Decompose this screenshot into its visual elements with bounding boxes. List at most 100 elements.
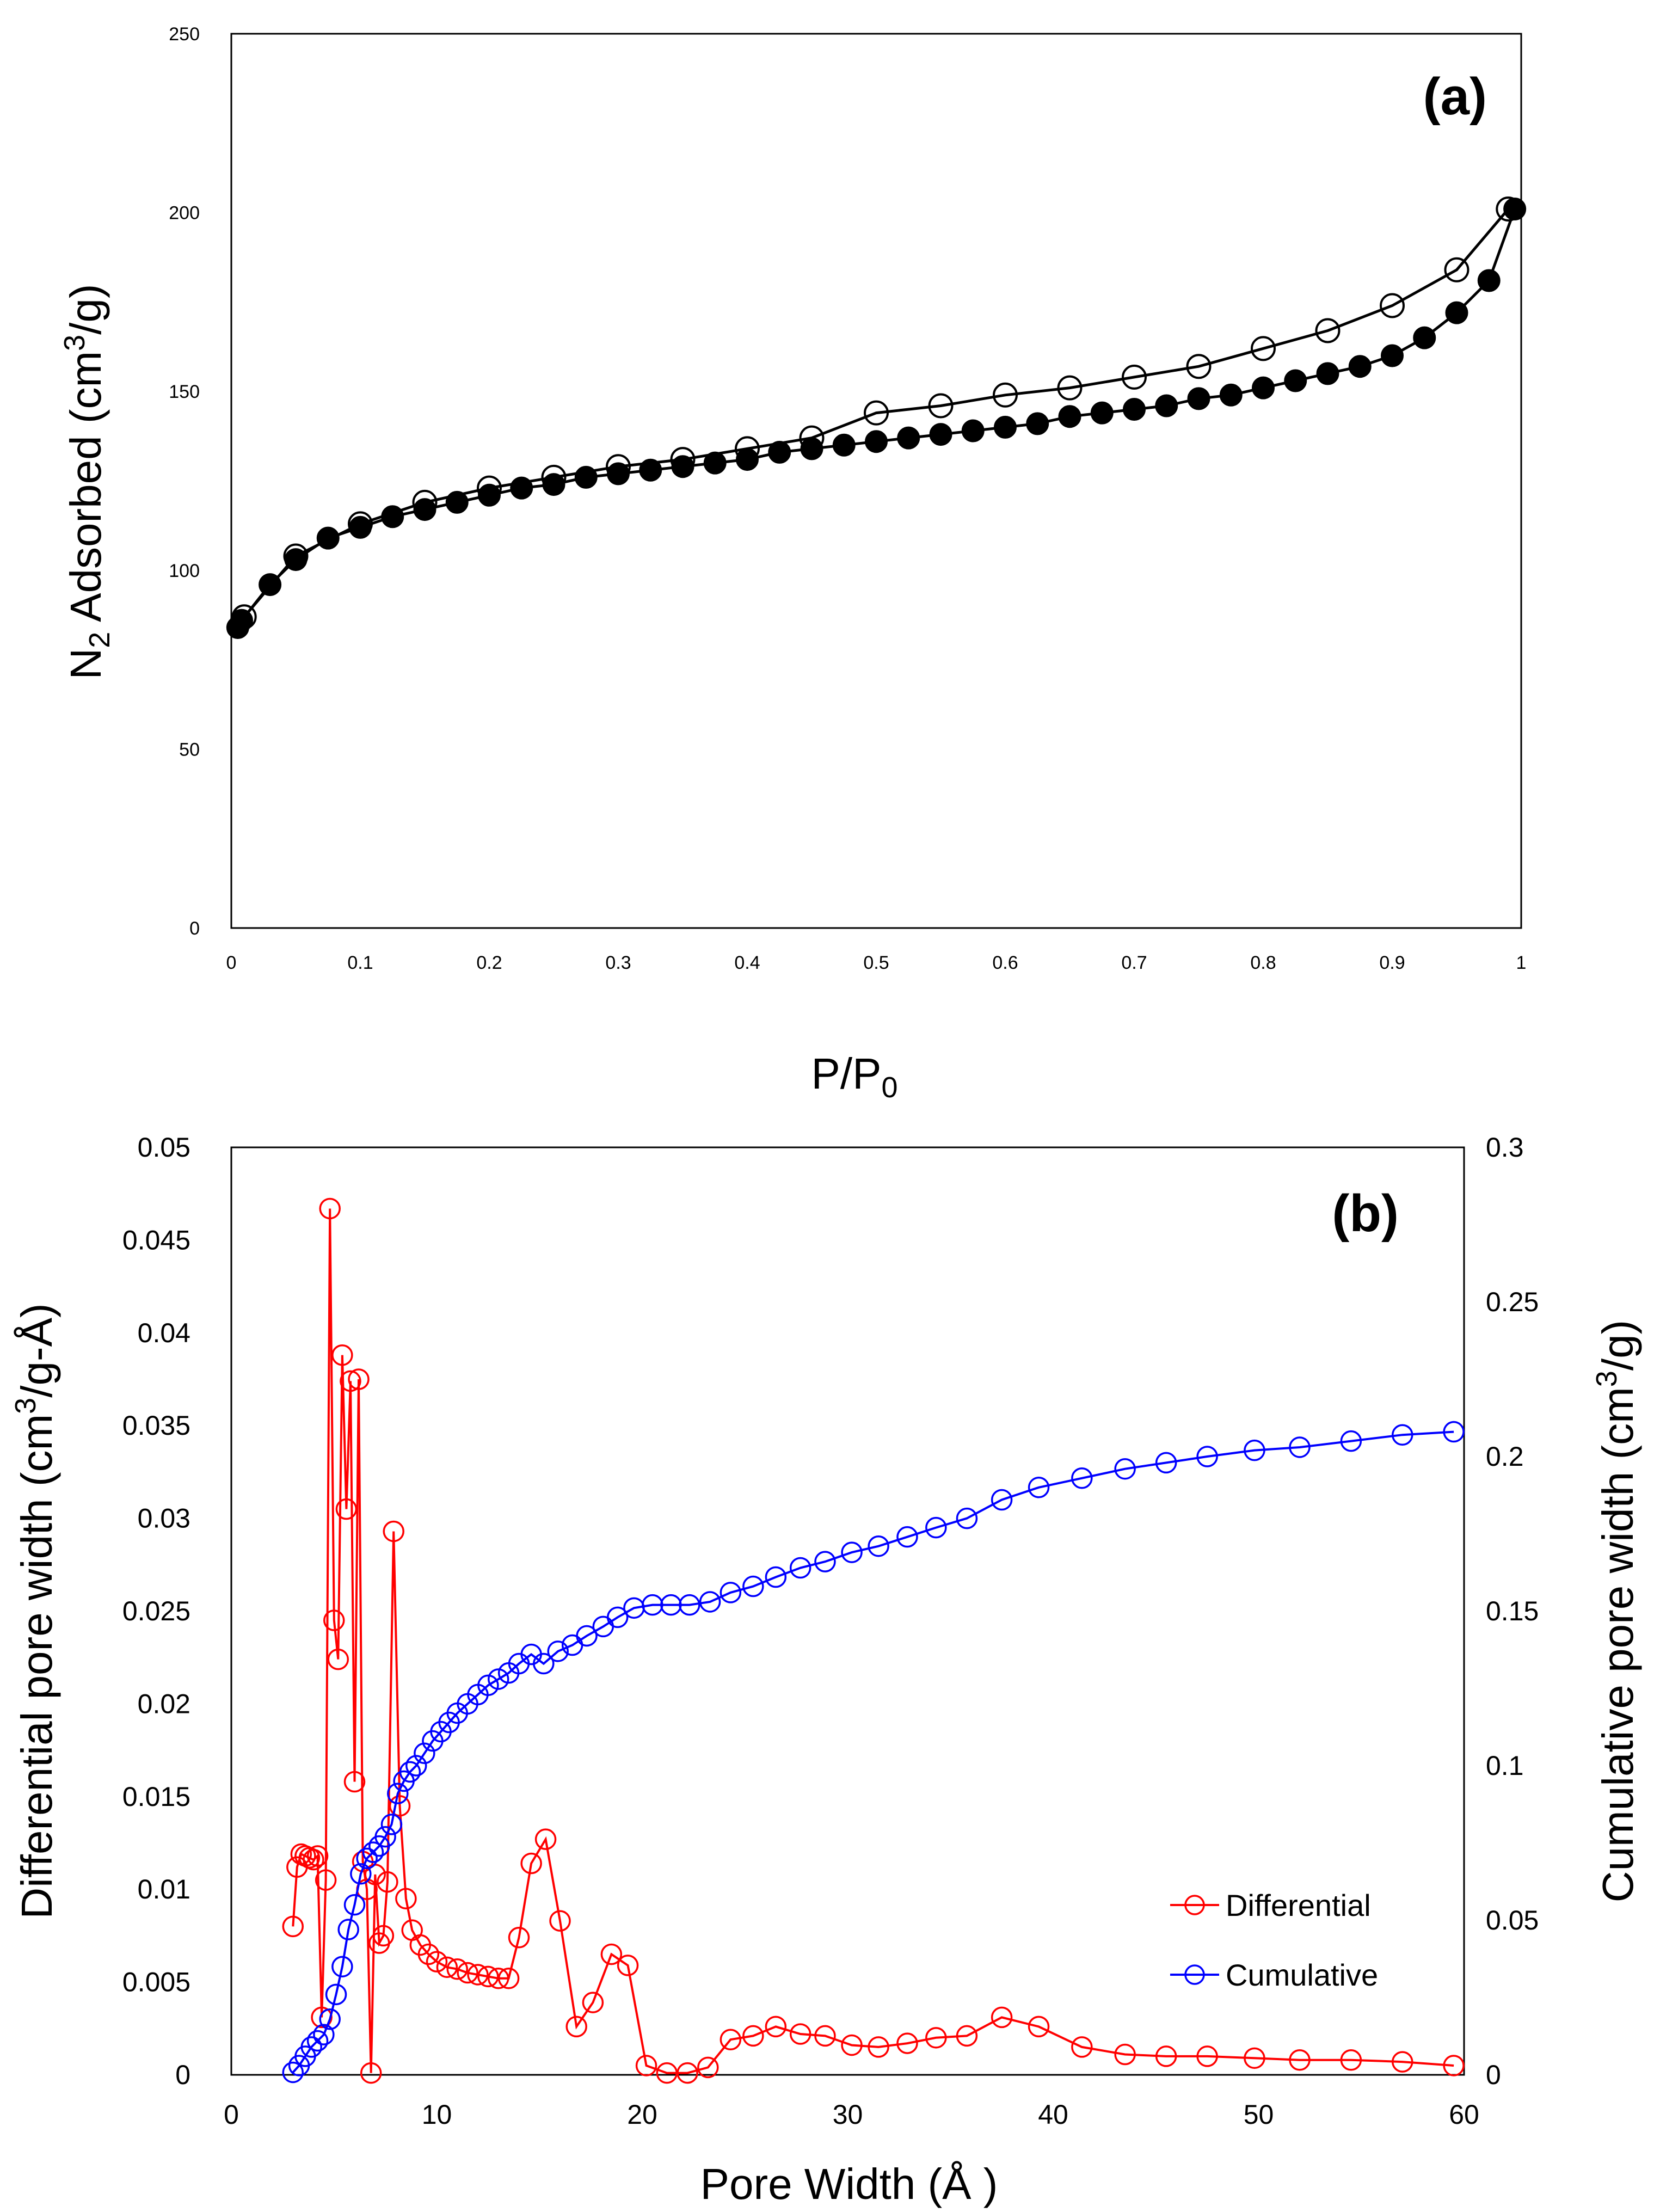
panel-b-cumulative-marker (306, 2030, 329, 2052)
panel-b-right-y-tick-label: 0.05 (1486, 1905, 1539, 1936)
panel-b-cumulative-marker (1443, 1421, 1465, 1443)
panel-a-open-marker (670, 447, 696, 472)
panel-b-differential-marker (372, 1925, 395, 1947)
panel-a-filled-marker (259, 573, 282, 597)
panel-b-cumulative-marker (956, 1507, 978, 1529)
panel-b-label: (b) (1332, 1184, 1399, 1243)
panel-a-filled-marker (1445, 301, 1468, 324)
panel-b-cumulative-marker (720, 1582, 742, 1603)
panel-a-open-marker (541, 464, 567, 490)
panel-b-x-tick-label: 50 (1244, 2099, 1274, 2130)
panel-a-filled-marker (1123, 398, 1146, 421)
panel-b-cumulative-marker (1244, 1439, 1265, 1461)
panel-b-cumulative-marker (350, 1863, 372, 1885)
panel-b-differential-marker (343, 1771, 366, 1793)
panel-b-left-y-axis-title-end: /g-Å) (13, 1303, 61, 1397)
panel-a-open-marker (1496, 196, 1521, 222)
panel-a-x-tick-label: 0.1 (347, 953, 373, 973)
panel-b-right-y-axis-title-superscript: 3 (1590, 1371, 1623, 1387)
panel-b-differential-marker (697, 2056, 719, 2079)
panel-a-filled-marker (1252, 376, 1275, 400)
panel-b-right-y-axis-title: Cumulative pore width (cm3/g) (1590, 1320, 1642, 1902)
panel-b-cumulative-marker (642, 1594, 663, 1616)
panel-b-cumulative-marker (896, 1526, 918, 1548)
panel-b-differential-marker (508, 1927, 530, 1949)
panel-b-differential-marker (549, 1910, 571, 1932)
panel-a-filled-marker (445, 490, 469, 514)
panel-b-differential-marker (742, 2025, 764, 2047)
panel-b-cumulative-marker (337, 1919, 359, 1940)
panel-b-cumulative-marker (477, 1674, 499, 1697)
panel-b-differential-marker (1028, 2016, 1050, 2038)
panel-b-differential-marker (282, 1915, 304, 1938)
panel-b-cumulative-marker (356, 1847, 378, 1870)
panel-a-y-axis-title-middle: Adsorbed (cm (62, 351, 110, 632)
panel-b-cumulative-marker (1289, 1436, 1311, 1458)
panel-a-filled-marker (542, 473, 565, 496)
panel-b-cumulative-marker (765, 1566, 787, 1588)
panel-b-x-tick-label: 40 (1038, 2099, 1068, 2130)
panel-b-plot-frame (230, 1146, 1465, 2076)
panel-a-filled-marker (1284, 369, 1307, 392)
panel-b-right-y-ticks: 0 0.05 0.1 0.15 0.2 0.25 0.3 (1486, 1132, 1539, 2090)
panel-a-filled-marker (510, 476, 533, 500)
panel-a-filled-marker (768, 440, 791, 464)
panel-a-filled-marker (897, 426, 920, 450)
panel-b-cumulative-marker (405, 1755, 427, 1777)
panel-a-y-axis-title-n: N (62, 648, 110, 680)
panel-b-left-y-axis-title: Differential pore width (cm3/g-Å) (9, 1303, 61, 1919)
panel-a-x-tick-label: 0.2 (476, 953, 502, 973)
panel-a-open-marker (1315, 318, 1341, 343)
panel-a-x-axis-title-subscript: 0 (881, 1071, 897, 1104)
panel-b-right-y-axis-title-main: Cumulative pore width (cm (1594, 1387, 1642, 1902)
panel-b-differential-marker (896, 2032, 918, 2054)
panel-a-filled-marker (1090, 401, 1114, 425)
panel-a-y-axis-title-superscript: 3 (58, 335, 91, 351)
panel-b-cumulative-marker (300, 2036, 322, 2058)
panel-a-filled-marker (316, 526, 340, 550)
panel-b-differential-marker (868, 2036, 889, 2058)
panel-a-filled-marker (671, 455, 694, 478)
panel-a-y-axis-title-end: /g) (62, 284, 110, 334)
panel-b-x-tick-label: 60 (1449, 2099, 1479, 2130)
panel-a-plot-frame (230, 33, 1522, 929)
panel-a-y-tick-label: 250 (169, 24, 200, 45)
panel-a-filled-marker (478, 483, 501, 507)
panel-b-right-y-tick-label: 0.15 (1486, 1596, 1539, 1626)
panel-a-filled-marker (1381, 344, 1404, 367)
panel-b-left-y-axis-title-main: Differential pore width (cm (13, 1414, 61, 1919)
panel-a-x-tick-label: 0.5 (863, 953, 889, 973)
panel-b-cumulative-marker (533, 1652, 555, 1675)
panel-b-cumulative-marker (679, 1594, 700, 1616)
panel-b-cumulative-marker (699, 1591, 721, 1613)
panel-b-differential-marker (1244, 2047, 1265, 2069)
panel-b-differential-marker (383, 1520, 404, 1543)
panel-b-differential-marker (991, 2006, 1013, 2029)
panel-a-y-tick-label: 150 (169, 382, 200, 402)
panel-b-cumulative-marker (1114, 1458, 1136, 1480)
panel-b-x-ticks: 0 10 20 30 40 50 60 (224, 2099, 1479, 2130)
panel-b-left-y-tick-label: 0.045 (122, 1225, 190, 1255)
legend-cumulative-marker (1184, 1964, 1205, 1985)
panel-a-filled-marker (1219, 383, 1243, 407)
panel-b-cumulative-marker (343, 1894, 366, 1916)
panel-a-filled-marker (1413, 326, 1436, 349)
panel-a-filled-marker (639, 458, 662, 482)
panel-b-differential-marker (1196, 2045, 1218, 2067)
panel-a-open-marker (412, 489, 438, 515)
panel-b-differential-marker (377, 1871, 398, 1893)
panel-b-cumulative-marker (547, 1640, 569, 1662)
panel-b-differential-marker (1289, 2049, 1311, 2071)
panel-a-y-tick-label: 100 (169, 561, 200, 581)
panel-a-open-marker (1444, 257, 1469, 282)
panel-a-filled-marker (994, 415, 1017, 439)
panel-b-differential-marker (467, 1964, 489, 1986)
panel-b-differential-marker (319, 1197, 341, 1220)
panel-a-open-marker (864, 400, 889, 426)
panel-a-chart: 0 0.1 0.2 0.3 0.4 0.5 0.6 0.7 0.8 0.9 1 0 50 100 150 2… (58, 24, 1526, 1104)
panel-b-cumulative-marker (380, 1814, 403, 1835)
panel-b-differential-marker (1071, 2036, 1093, 2058)
panel-a-filled-marker (1503, 198, 1527, 221)
panel-b-differential-marker (534, 1828, 557, 1850)
